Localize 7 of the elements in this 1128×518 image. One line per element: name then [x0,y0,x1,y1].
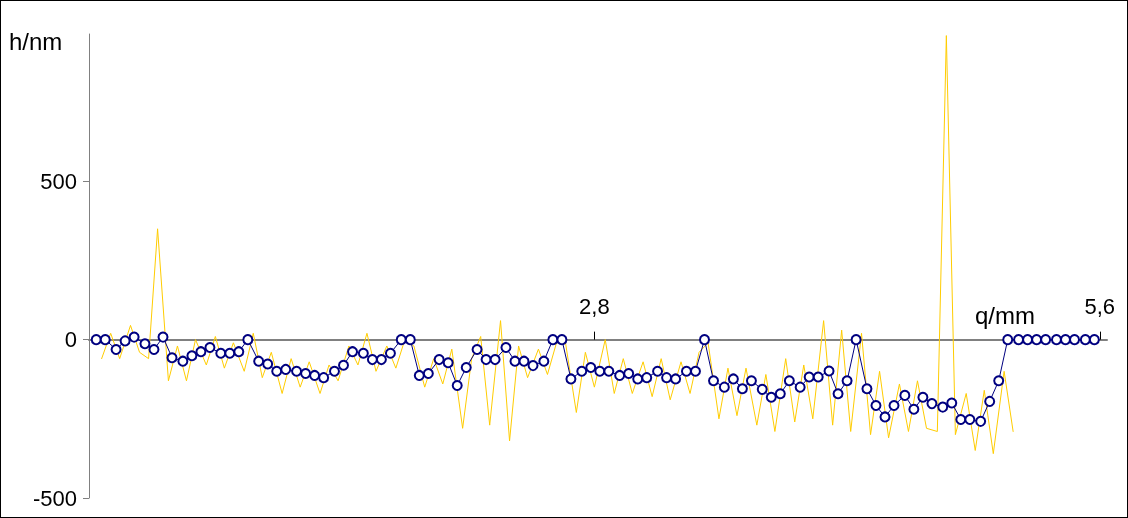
y-tick-label: -500 [32,485,77,511]
y-axis-title: h/nm [9,27,63,55]
x-tick-label: 5,6 [1084,294,1116,320]
y-tick-label: 0 [64,327,77,353]
x-axis-title: q/mm [975,302,1035,330]
x-tick-label: 2,8 [579,294,610,320]
y-tick-label: 500 [40,168,77,194]
